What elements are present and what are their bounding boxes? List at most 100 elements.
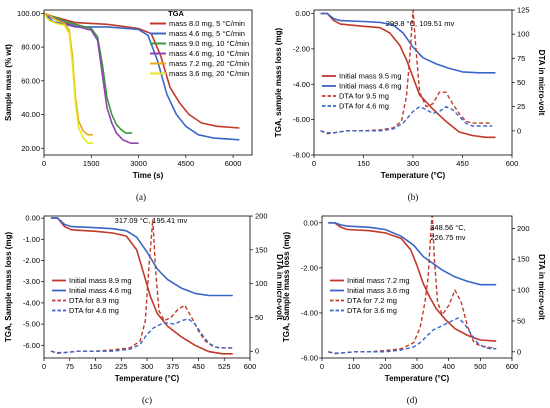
series-line-1 — [50, 217, 233, 355]
x-tick-label: 225 — [115, 362, 128, 371]
x-tick-label: 600 — [506, 159, 519, 168]
y-tick-label: 0.00 — [295, 9, 310, 18]
legend-entry-label: mass 3.6 mg, 20 °C/min — [169, 69, 249, 78]
y-tick-label: -8.00 — [293, 151, 310, 160]
y-tick-label: 100.00 — [17, 9, 40, 18]
x-tick-label: 500 — [474, 362, 487, 371]
x-tick-label: 150 — [357, 159, 370, 168]
y-tick-label: -5.00 — [23, 320, 40, 329]
series-line-2 — [44, 12, 240, 141]
series-line-5 — [44, 12, 93, 136]
x-tick-label: 6000 — [225, 159, 242, 168]
x-axis-label: Temperature (°C) — [385, 374, 450, 383]
peak-annotation-line1: 348.56 °C, — [430, 223, 466, 232]
plot-frame — [43, 9, 253, 156]
x-axis-label: Temperature (°C) — [115, 374, 180, 383]
y2-tick-label: 125 — [517, 6, 530, 15]
x-tick-label: 4500 — [177, 159, 194, 168]
x-tick-label: 3000 — [130, 159, 147, 168]
y2-axis-label: DTA in micro-volt — [275, 254, 284, 320]
legend-entry-label: DTA for 4.6 mg — [339, 102, 389, 111]
panel-a: 0 1500 3000 4500 6000 20.00 40.00 60.00 80.00 100… — [4, 9, 253, 202]
series-line-1 — [328, 222, 497, 342]
series-group — [320, 10, 496, 139]
legend-entry-label: mass 9.0 mg, 10 °C/min — [169, 39, 249, 48]
legend-entry-label: Initial mass 9.5 mg — [339, 72, 402, 81]
x-tick-label: 150 — [89, 362, 102, 371]
series-line-3 — [328, 216, 497, 355]
series-line-2 — [328, 222, 497, 286]
y-tick-label: 20.00 — [21, 144, 40, 153]
x-tick-label: 200 — [379, 362, 392, 371]
legend-entry-label: mass 4.6 mg, 10 °C/min — [169, 49, 249, 58]
series-line-4 — [44, 12, 139, 144]
y2-tick-label: 100 — [255, 279, 268, 288]
x-tick-label: 300 — [411, 362, 424, 371]
x-tick-label: 600 — [506, 362, 519, 371]
x-tick-label: 300 — [141, 362, 154, 371]
y2-tick-label: 50 — [517, 316, 525, 325]
legend-entry-label: Initial mass 7.2 mg — [347, 276, 410, 285]
y-tick-label: -6.00 — [301, 354, 318, 363]
y2-tick-label: 100 — [517, 30, 530, 39]
series-line-3 — [44, 12, 133, 134]
series-group — [50, 217, 233, 355]
y-axis-label: Sample mass (% wt) — [4, 44, 13, 121]
y-tick-label: -4.00 — [301, 308, 318, 317]
legend-entry-label: DTA for 4.6 mg — [69, 306, 119, 315]
x-tick-label: 100 — [347, 362, 360, 371]
series-line-6 — [44, 12, 93, 144]
y-axis-label: TGA, sample mass loss (mg) — [274, 27, 283, 137]
x-tick-label: 400 — [442, 362, 455, 371]
legend-title: TGA — [168, 9, 184, 18]
x-tick-label: 0 — [312, 159, 316, 168]
y-tick-label: -6.00 — [293, 115, 310, 124]
series-line-2 — [320, 12, 496, 74]
y2-axis-label: DTA in micro-volt — [537, 254, 546, 320]
panel-caption: (a) — [136, 192, 146, 202]
legend-entry-label: Initial mass 4.6 mg — [339, 82, 402, 91]
panel-b: 0 150 300 450 6000.00-2.00-4.00-6.00-8.00025… — [274, 6, 546, 203]
y-tick-label: -4.00 — [293, 80, 310, 89]
x-axis-label: Temperature (°C) — [381, 171, 446, 180]
legend-entry-label: Initial mass 4.6 mg — [69, 286, 132, 295]
legend-entry-label: DTA for 3.6 mg — [347, 306, 397, 315]
y-tick-label: -2.00 — [301, 263, 318, 272]
y2-tick-label: 75 — [517, 54, 525, 63]
y-tick-label: 0.00 — [25, 214, 40, 223]
legend-entry-label: DTA for 8.9 mg — [69, 296, 119, 305]
y-tick-label: 0.00 — [303, 218, 318, 227]
y2-tick-label: 150 — [517, 255, 530, 264]
y-axis-label: TGA, Sample mass loss (mg) — [4, 232, 13, 343]
y2-tick-label: 0 — [517, 347, 521, 356]
panel-caption: (b) — [408, 192, 419, 202]
y2-tick-label: 0 — [255, 347, 259, 356]
panel-caption: (c) — [142, 395, 152, 405]
y2-tick-label: 50 — [517, 78, 525, 87]
series-line-4 — [320, 105, 493, 134]
y2-tick-label: 150 — [255, 245, 268, 254]
legend-entry-label: DTA for 9.5 mg — [339, 92, 389, 101]
y-tick-label: 60.00 — [21, 76, 40, 85]
peak-annotation: 317.09 °C, 195.41 mv — [115, 216, 188, 225]
series-line-1 — [44, 12, 240, 129]
x-tick-label: 525 — [218, 362, 231, 371]
x-tick-label: 375 — [166, 362, 179, 371]
x-axis-label: Time (s) — [133, 171, 164, 180]
y2-tick-label: 0 — [517, 126, 521, 135]
series-line-4 — [328, 317, 497, 354]
y-tick-label: -6.00 — [23, 341, 40, 350]
panel-c: 0 75 150 225 300 375 450 525 600 0.00 -1.00 -2.00 -3… — [4, 212, 284, 406]
y2-tick-label: 50 — [255, 313, 263, 322]
x-tick-label: 0 — [42, 159, 46, 168]
y-tick-label: 40.00 — [21, 110, 40, 119]
series-group — [44, 12, 240, 144]
x-tick-label: 450 — [192, 362, 205, 371]
panel-caption: (d) — [407, 395, 418, 405]
peak-annotation: 299.8 °C, 109.51 mv — [386, 19, 455, 28]
peak-annotation-line2: 226.75 mv — [430, 233, 465, 242]
x-tick-label: 75 — [66, 362, 74, 371]
y2-axis-label: DTA in micro-volt — [537, 50, 546, 116]
legend-entry-label: mass 8.0 mg, 5 °C/min — [169, 19, 245, 28]
series-line-2 — [50, 217, 233, 297]
